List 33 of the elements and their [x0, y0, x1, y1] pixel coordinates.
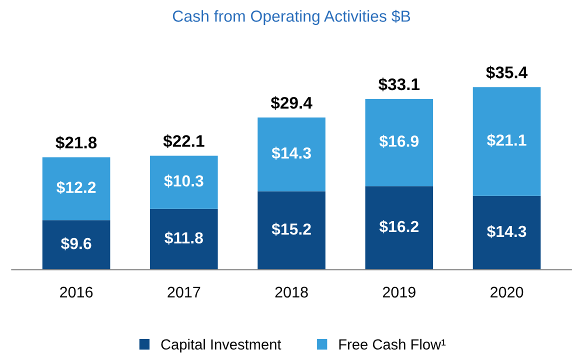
- x-tick-label: 2020: [490, 286, 524, 298]
- bar: [365, 186, 434, 270]
- data-label: $10.3: [164, 174, 204, 188]
- x-tick-label: 2017: [168, 286, 200, 298]
- total-label: $35.4: [486, 66, 528, 80]
- data-label: $11.8: [164, 232, 203, 245]
- bar: [150, 208, 218, 270]
- data-label: $16.2: [379, 220, 419, 234]
- bar: [258, 118, 326, 192]
- x-tick-label: 2018: [275, 286, 308, 298]
- legend-label: Capital Investment: [161, 338, 282, 352]
- total-label: $21.8: [56, 136, 97, 150]
- bar: [365, 98, 434, 186]
- data-label: $14.3: [272, 146, 311, 160]
- x-tick-label: 2019: [382, 286, 416, 298]
- data-label: $12.2: [56, 180, 96, 194]
- bar: [150, 156, 218, 209]
- x-tick-label: 2016: [60, 286, 93, 298]
- bar: [42, 220, 110, 270]
- data-label: $9.6: [60, 237, 92, 250]
- legend-label: Free Cash Flow¹: [339, 338, 446, 350]
- chart-title: Cash from Operating Activities $B: [172, 10, 410, 25]
- data-label: $21.1: [487, 134, 526, 147]
- data-label: $16.9: [379, 134, 419, 148]
- bar: [258, 191, 326, 270]
- data-label: $14.3: [487, 225, 526, 238]
- total-label: $29.4: [270, 96, 312, 110]
- bar: [472, 196, 541, 270]
- data-label: $15.2: [272, 222, 311, 236]
- bar: [472, 87, 541, 196]
- bar: [42, 157, 110, 220]
- total-label: $33.1: [378, 78, 420, 92]
- total-label: $22.1: [163, 134, 204, 148]
